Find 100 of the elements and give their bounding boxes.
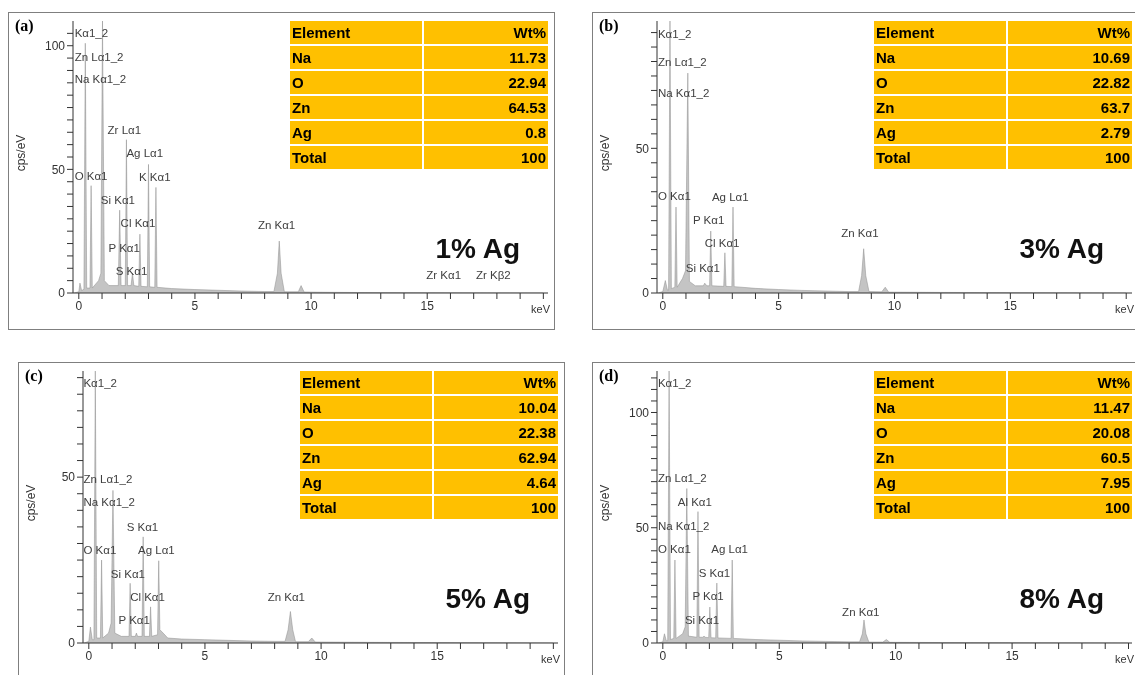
annotation: Zr Kβ2 [476, 269, 511, 282]
annotation: P Kα1 [692, 590, 724, 603]
annotation: Na Kα1_2 [657, 519, 710, 532]
annotation: Ag Lα1 [711, 191, 749, 204]
annotation: Ag [299, 470, 433, 495]
annotation: Ag Lα1 [138, 544, 175, 557]
x-tick-label: 15 [420, 298, 435, 313]
annotation: Wt% [423, 20, 549, 45]
y-tick-label: 50 [635, 521, 650, 536]
chart-title: (b) [599, 17, 619, 35]
annotation: Na [299, 395, 433, 420]
annotation: Element [299, 370, 433, 395]
annotation: Total [299, 495, 433, 520]
annotation: Zn [873, 445, 1007, 470]
annotation: Zn Kα1 [841, 227, 879, 240]
annotation: Zn [873, 95, 1007, 120]
annotation: 60.5 [1007, 445, 1133, 470]
x-tick-label: 5 [775, 648, 783, 663]
annotation: Na Kα1_2 [657, 86, 710, 99]
annotation: Na [873, 45, 1007, 70]
y-tick-label: 100 [628, 405, 650, 420]
annotation: 10.04 [433, 395, 559, 420]
annotation: 22.94 [423, 70, 549, 95]
annotation: Ag [873, 120, 1007, 145]
annotation: O Kα1 [83, 544, 117, 557]
annotation: Si Kα1 [685, 261, 720, 274]
chart-title: (d) [599, 367, 619, 385]
annotation: Si Kα1 [110, 568, 146, 581]
annotation: 64.53 [423, 95, 549, 120]
y-axis-title: cps/eV [24, 484, 38, 522]
x-axis-title: keV [1115, 653, 1134, 665]
annotation: O Kα1 [74, 169, 108, 182]
annotation: Zn Lα1_2 [657, 471, 707, 484]
annotation: Wt% [433, 370, 559, 395]
annotation: 100 [1007, 495, 1133, 520]
annotation: 10.69 [1007, 45, 1133, 70]
annotation: Kα1_2 [74, 27, 109, 40]
y-axis-title: cps/eV [598, 484, 612, 522]
annotation: 4.64 [433, 470, 559, 495]
text: 1% Ag [435, 233, 520, 265]
x-tick-label: 0 [659, 298, 667, 313]
annotation: Zn Kα1 [257, 219, 296, 232]
annotation: Element [873, 370, 1007, 395]
chart-title: (a) [15, 17, 34, 35]
annotation: Element [289, 20, 423, 45]
y-axis-title: cps/eV [14, 134, 28, 172]
annotation: Na Kα1_2 [74, 73, 127, 86]
annotation: 0.8 [423, 120, 549, 145]
y-axis-title: cps/eV [598, 134, 612, 172]
x-axis-title: keV [1115, 303, 1134, 315]
y-tick-label: 0 [642, 636, 650, 651]
x-axis-title: keV [541, 653, 560, 665]
annotation: S Kα1 [698, 567, 731, 580]
annotation: Kα1_2 [657, 377, 692, 390]
annotation: Total [873, 495, 1007, 520]
annotation: Ag Lα1 [711, 543, 748, 556]
annotation: Zn Lα1_2 [74, 50, 124, 63]
x-tick-label: 10 [887, 298, 902, 313]
annotation: Cl Kα1 [120, 217, 156, 230]
x-tick-label: 5 [191, 298, 199, 313]
annotation: Si Kα1 [100, 193, 136, 206]
annotation: O [873, 420, 1007, 445]
annotation: Zn [289, 95, 423, 120]
x-tick-label: 10 [888, 648, 903, 663]
annotation: Zn Kα1 [267, 590, 305, 603]
annotation: 22.82 [1007, 70, 1133, 95]
annotation: Cl Kα1 [130, 590, 165, 603]
annotation: Wt% [1007, 370, 1133, 395]
annotation: Wt% [1007, 20, 1133, 45]
annotation: Al Kα1 [677, 495, 712, 508]
annotation: 100 [433, 495, 559, 520]
annotation: K Kα1 [138, 170, 171, 183]
x-tick-label: 0 [85, 648, 93, 663]
y-tick-label: 0 [58, 286, 66, 301]
y-tick-label: 50 [61, 470, 76, 485]
annotation: Ag Lα1 [126, 147, 164, 160]
annotation: S Kα1 [126, 520, 159, 533]
x-tick-label: 5 [775, 298, 783, 313]
chart-title: (c) [25, 367, 43, 385]
annotation: Zr Kα1 [426, 269, 462, 282]
y-tick-label: 50 [635, 141, 650, 156]
annotation: 20.08 [1007, 420, 1133, 445]
x-tick-label: 10 [314, 648, 329, 663]
annotation: 7.95 [1007, 470, 1133, 495]
annotation: Si Kα1 [684, 613, 720, 626]
x-tick-label: 15 [430, 648, 445, 663]
x-tick-label: 15 [1003, 298, 1018, 313]
annotation: Element [873, 20, 1007, 45]
x-tick-label: 5 [201, 648, 209, 663]
annotation: 22.38 [433, 420, 559, 445]
annotation: Kα1_2 [657, 28, 692, 41]
annotation: O Kα1 [657, 543, 691, 556]
annotation: O [289, 70, 423, 95]
annotation: Kα1_2 [83, 376, 117, 389]
annotation: Zn [299, 445, 433, 470]
y-tick-label: 50 [51, 162, 66, 177]
text: 8% Ag [1019, 583, 1104, 615]
annotation: P Kα1 [692, 214, 725, 227]
annotation: Na [873, 395, 1007, 420]
annotation: Cl Kα1 [704, 236, 740, 249]
